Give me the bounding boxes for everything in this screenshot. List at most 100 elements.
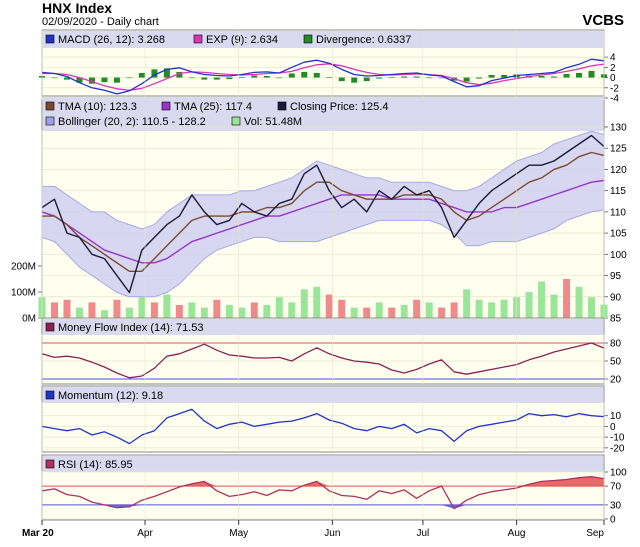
x-tick-label-5: Aug: [508, 528, 526, 539]
volume-bar: [100, 310, 108, 318]
macd-axis-tick-label-0: 4: [610, 53, 616, 64]
momentum-axis-tick-label-1: 0: [610, 422, 616, 433]
divergence-bar: [151, 69, 158, 78]
divergence-bar: [251, 75, 258, 78]
macd-axis-tick-label-3: -2: [610, 83, 619, 94]
macd-line: [41, 58, 605, 95]
volume-bar: [238, 307, 246, 318]
divergence-bar: [538, 76, 545, 78]
price-axis-tick-label-9: 85: [610, 314, 622, 325]
divergence-bar: [188, 77, 195, 79]
volume-bar: [350, 307, 358, 318]
price-legend-swatch-0: [45, 101, 55, 111]
divergence-bar: [313, 72, 320, 78]
volume-bar: [188, 302, 196, 318]
volume-bar: [488, 302, 496, 318]
mfi-panel-legend-bg: [43, 319, 603, 335]
rsi-overbought-area: [42, 476, 604, 487]
divergence-bar: [126, 77, 133, 79]
divergence-bar: [563, 73, 570, 78]
volume-bar: [50, 302, 58, 318]
macd-axis-tick-label-1: 2: [610, 63, 616, 74]
volume-bar: [75, 307, 83, 318]
volume-bar: [438, 307, 446, 318]
divergence-bar: [338, 77, 345, 82]
volume-bar: [388, 307, 396, 318]
divergence-bar: [101, 77, 108, 83]
price-axis-tick-label-6: 100: [610, 250, 627, 261]
price-legend-label-2: Closing Price: 125.4: [290, 101, 388, 113]
volume-bar: [588, 297, 596, 318]
macd-axis-tick-label-2: 0: [610, 73, 616, 84]
divergence-bar: [163, 68, 170, 78]
volume-bar: [125, 307, 133, 318]
volume-bar: [250, 302, 258, 318]
volume-bar: [225, 305, 233, 318]
price-axis-tick-label-1: 125: [610, 144, 627, 155]
volume-bar: [563, 279, 571, 318]
volume-bar: [150, 302, 158, 318]
divergence-bar: [113, 77, 120, 83]
mfi-legend-swatch-0: [45, 322, 55, 332]
price-legend-label-0: TMA (10): 123.3: [58, 101, 137, 113]
volume-bar: [400, 305, 408, 318]
mfi-axis-tick-label-1: 50: [610, 357, 622, 368]
mfi-axis-tick-label-0: 80: [610, 339, 622, 350]
momentum-axis-tick-label-3: -20: [610, 443, 625, 454]
volume-bar: [550, 294, 558, 318]
momentum-legend-label-0: Momentum (12): 9.18: [58, 390, 163, 402]
volume-bar: [288, 302, 296, 318]
price-legend-2-label-0: Bollinger (20, 2): 110.5 - 128.2: [58, 116, 206, 128]
divergence-bar: [138, 72, 145, 78]
price-legend-swatch-2: [277, 101, 287, 111]
price-axis-tick-label-5: 105: [610, 229, 627, 240]
rsi-axis-tick-label-0: 100: [610, 468, 627, 479]
closing-price-line: [41, 134, 605, 294]
volume-bar: [113, 299, 121, 318]
brand-logo: VCBS: [582, 12, 624, 29]
volume-bar: [213, 299, 221, 318]
divergence-bar: [376, 77, 383, 79]
mfi-axis-tick-label-2: 20: [610, 375, 622, 386]
volume-bar: [138, 297, 146, 318]
volume-bar: [263, 305, 271, 318]
divergence-bar: [51, 77, 58, 79]
rsi-legend-label-0: RSI (14): 85.95: [58, 459, 133, 471]
price-legend-2-swatch-1: [231, 116, 241, 126]
price-axis-tick-label-4: 110: [610, 207, 626, 218]
divergence-bar: [476, 77, 483, 79]
volume-bar: [325, 294, 333, 318]
volume-bar: [163, 294, 171, 318]
divergence-bar: [226, 77, 233, 80]
divergence-bar: [263, 76, 270, 78]
x-tick-label-0: Mar 20: [22, 528, 54, 539]
momentum-legend-swatch-0: [45, 390, 55, 400]
volume-bar: [463, 289, 471, 318]
divergence-bar: [401, 76, 408, 78]
divergence-bar: [326, 77, 333, 78]
price-axis-tick-label-3: 115: [610, 186, 626, 197]
volume-bar: [475, 299, 483, 318]
divergence-bar: [76, 77, 83, 83]
volume-bar: [363, 307, 371, 318]
momentum-panel-legend-bg: [43, 387, 603, 403]
rsi-axis-tick-label-1: 70: [610, 482, 622, 493]
divergence-bar: [238, 77, 245, 78]
volume-bar: [175, 305, 183, 318]
volume-bar: [200, 307, 208, 318]
price-legend-label-1: TMA (25): 117.4: [174, 101, 252, 113]
momentum-axis-tick-label-2: -10: [610, 433, 625, 444]
macd-legend-label-2: Divergence: 0.6337: [316, 34, 411, 46]
divergence-bar: [276, 77, 283, 79]
divergence-bar: [576, 72, 583, 78]
macd-legend-swatch-0: [45, 34, 55, 44]
divergence-bar: [213, 77, 220, 80]
tma25-line: [41, 179, 605, 264]
x-tick-label-1: Apr: [137, 528, 153, 539]
rsi-line: [41, 476, 605, 510]
volume-bar: [375, 302, 383, 318]
x-tick-label-4: Jul: [417, 528, 430, 539]
divergence-bar: [488, 75, 495, 78]
price-axis-tick-label-2: 120: [610, 165, 627, 176]
